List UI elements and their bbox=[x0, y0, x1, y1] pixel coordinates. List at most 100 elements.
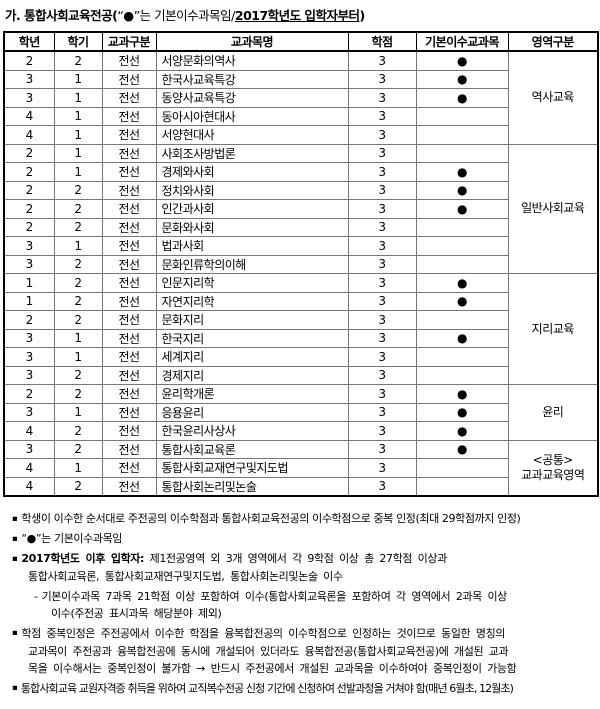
col-header-basic: 기본이수교과목 bbox=[415, 31, 509, 52]
cell-semester: 2 bbox=[53, 476, 103, 497]
cell-credits: 3 bbox=[347, 180, 417, 200]
cell-basic-dot: ● bbox=[415, 199, 509, 219]
cell-semester: 1 bbox=[53, 328, 103, 348]
table-row: 2 1 전선 사회조사방법론 3 일반사회교육 bbox=[3, 143, 599, 274]
bullet-icon: - bbox=[34, 589, 38, 603]
cell-credits: 3 bbox=[347, 236, 417, 256]
cell-category: 전선 bbox=[101, 217, 157, 237]
note-line: ▪ “●”는 기본이수과목임 bbox=[4, 530, 600, 548]
cell-year: 2 bbox=[3, 50, 55, 71]
cell-basic-dot bbox=[415, 458, 509, 478]
cell-year: 3 bbox=[3, 236, 55, 256]
cell-basic-dot: ● bbox=[415, 88, 509, 108]
cell-course: 인간과사회 bbox=[155, 199, 349, 219]
cell-course: 문화와사회 bbox=[155, 217, 349, 237]
cell-credits: 3 bbox=[347, 384, 417, 404]
cell-basic-dot bbox=[415, 236, 509, 256]
cell-course: 인문지리학 bbox=[155, 273, 349, 293]
col-header-category: 교과구분 bbox=[101, 31, 157, 52]
cell-category: 전선 bbox=[101, 162, 157, 182]
table-row: 2 2 전선 윤리학개론 3 ● 윤리 bbox=[3, 384, 599, 441]
course-table: 학년 학기 교과구분 교과목명 학점 기본이수교과목 영역구분 2 2 전선 서양문화… bbox=[3, 31, 599, 497]
area-group-label: 교과교육영역 bbox=[521, 467, 585, 482]
table-row: 2 2 전선 인간과사회 3 ● bbox=[3, 199, 598, 219]
cell-semester: 1 bbox=[53, 347, 103, 367]
cell-credits: 3 bbox=[347, 439, 417, 459]
col-header-semester: 학기 bbox=[53, 31, 103, 52]
cell-credits: 3 bbox=[347, 69, 417, 89]
course-table-header: 학년 학기 교과구분 교과목명 학점 기본이수교과목 영역구분 bbox=[3, 31, 599, 52]
cell-course: 한국지리 bbox=[155, 328, 349, 348]
cell-credits: 3 bbox=[347, 199, 417, 219]
cell-semester: 2 bbox=[53, 273, 103, 293]
cell-semester: 1 bbox=[53, 88, 103, 108]
cell-year: 3 bbox=[3, 328, 55, 348]
cell-basic-dot bbox=[415, 347, 509, 367]
note-text: 이수(주전공 표시과목 해당분야 제외) bbox=[51, 607, 222, 620]
cell-semester: 2 bbox=[53, 439, 103, 459]
bullet-icon: ▪ bbox=[12, 513, 18, 524]
cell-basic-dot bbox=[415, 254, 509, 274]
title-bold-prefix: 가. 통합사회교육전공( bbox=[5, 8, 118, 23]
cell-year: 2 bbox=[3, 217, 55, 237]
bullet-icon: ▪ bbox=[12, 533, 18, 544]
cell-basic-dot bbox=[415, 143, 509, 163]
cell-year: 3 bbox=[3, 254, 55, 274]
col-header-area: 영역구분 bbox=[507, 31, 599, 52]
cell-credits: 3 bbox=[347, 125, 417, 145]
cell-semester: 1 bbox=[53, 458, 103, 478]
cell-basic-dot: ● bbox=[415, 328, 509, 348]
note-text: 통합사회교육 교원자격증 취득을 위하여 교직복수전공 신청 기간에 신청하여 … bbox=[20, 681, 514, 695]
cell-semester: 1 bbox=[53, 143, 103, 163]
note-text: 통합사회교육론, 통합사회교재연구및지도법, 통합사회논리및논술 이수 bbox=[28, 570, 343, 583]
cell-basic-dot bbox=[415, 476, 509, 497]
cell-area-group: 일반사회교육 bbox=[507, 143, 599, 274]
note-item: ▪ 학생이 이수한 순서대로 주전공의 이수학점과 통합사회교육전공의 이수학점으… bbox=[4, 510, 600, 528]
note-line: 교과목이 주전공과 융복합전공에 동시에 개설되어 있더라도 융복합전공(통합사… bbox=[4, 643, 600, 661]
cell-credits: 3 bbox=[347, 143, 417, 163]
table-row: 2 2 전선 서양문화의역사 3 ● 역사교육 bbox=[3, 50, 599, 145]
cell-category: 전선 bbox=[101, 236, 157, 256]
note-text: 2017학년도 이후 입학자: bbox=[21, 552, 145, 565]
table-row: 3 2 전선 통합사회교육론 3 ● <공통> 교과교육영역 bbox=[3, 439, 599, 497]
cell-basic-dot bbox=[415, 217, 509, 237]
cell-category: 전선 bbox=[101, 291, 157, 311]
cell-basic-dot bbox=[415, 365, 509, 385]
cell-area-group: 지리교육 bbox=[507, 273, 599, 385]
note-line: 이수(주전공 표시과목 해당분야 제외) bbox=[4, 605, 600, 623]
cell-basic-dot: ● bbox=[415, 439, 509, 459]
note-line: ▪ 학점 중복인정은 주전공에서 이수한 학점을 융복합전공의 이수학점으로 인정… bbox=[4, 625, 600, 643]
cell-basic-dot bbox=[415, 310, 509, 330]
cell-year: 4 bbox=[3, 421, 55, 441]
cell-category: 전선 bbox=[101, 328, 157, 348]
cell-year: 3 bbox=[3, 347, 55, 367]
cell-credits: 3 bbox=[347, 50, 417, 71]
cell-area-group: <공통> 교과교육영역 bbox=[507, 439, 599, 497]
cell-semester: 1 bbox=[53, 69, 103, 89]
area-group-label: 일반사회교육 bbox=[521, 201, 585, 216]
cell-year: 3 bbox=[3, 402, 55, 422]
cell-credits: 3 bbox=[347, 162, 417, 182]
cell-course: 경제와사회 bbox=[155, 162, 349, 182]
header-row: 학년 학기 교과구분 교과목명 학점 기본이수교과목 영역구분 bbox=[3, 31, 599, 52]
note-line: ▪ 2017학년도 이후 입학자: 제1전공영역 외 3개 영역에서 각 9학점 … bbox=[4, 550, 600, 568]
course-table-body: 2 2 전선 서양문화의역사 3 ● 역사교육 3 1 전선 한국사교육특강 3 ● 3 1 전선 동양사교육특… bbox=[3, 50, 599, 497]
note-text: 제1전공영역 외 3개 영역에서 각 9학점 이상 총 27학점 이상과 bbox=[144, 552, 448, 565]
cell-semester: 2 bbox=[53, 50, 103, 71]
cell-year: 2 bbox=[3, 199, 55, 219]
cell-course: 문화지리 bbox=[155, 310, 349, 330]
cell-semester: 1 bbox=[53, 125, 103, 145]
cell-year: 4 bbox=[3, 125, 55, 145]
cell-category: 전선 bbox=[101, 384, 157, 404]
cell-category: 전선 bbox=[101, 106, 157, 126]
cell-category: 전선 bbox=[101, 439, 157, 459]
cell-course: 통합사회교재연구및지도법 bbox=[155, 458, 349, 478]
cell-category: 전선 bbox=[101, 365, 157, 385]
cell-course: 동아시아현대사 bbox=[155, 106, 349, 126]
cell-year: 2 bbox=[3, 180, 55, 200]
cell-credits: 3 bbox=[347, 106, 417, 126]
col-header-credits: 학점 bbox=[347, 31, 417, 52]
table-row: 1 2 전선 인문지리학 3 ● 지리교육 bbox=[3, 273, 599, 385]
cell-year: 3 bbox=[3, 439, 55, 459]
col-header-year: 학년 bbox=[3, 31, 55, 52]
